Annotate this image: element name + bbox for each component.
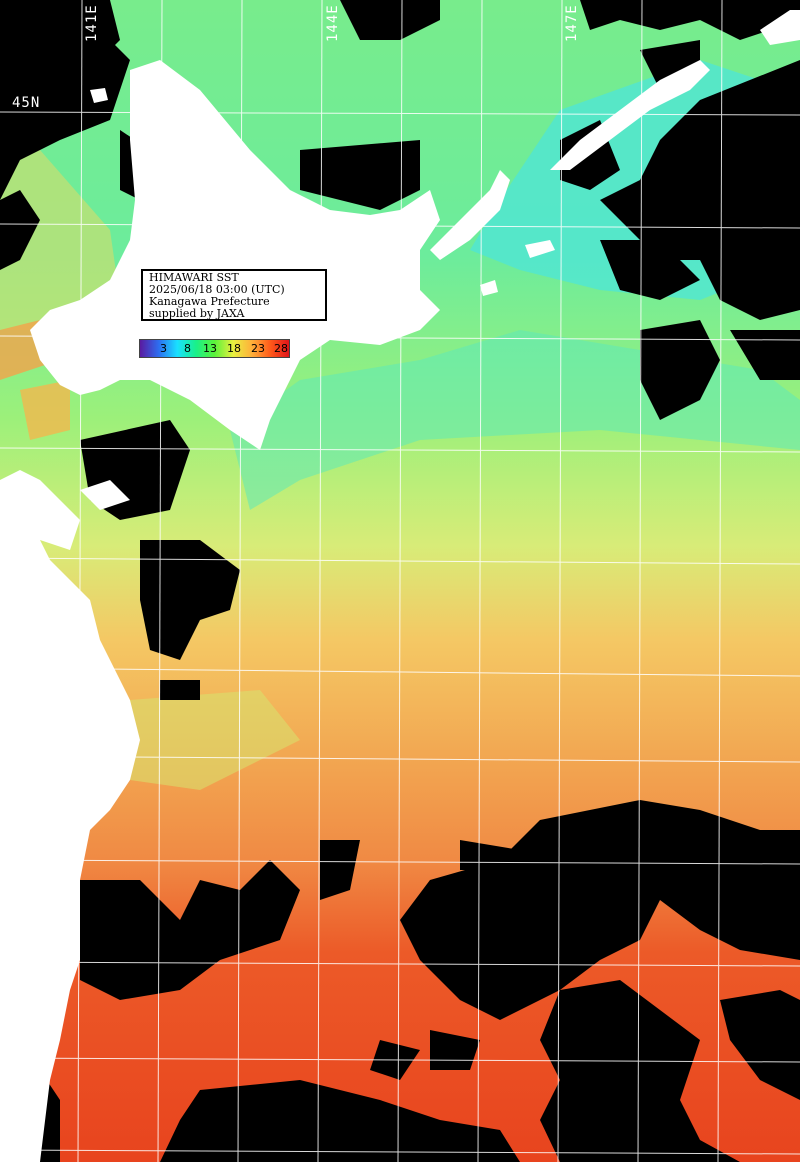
kunashiri bbox=[430, 170, 510, 260]
title-line-prefecture: Kanagawa Prefecture bbox=[149, 295, 270, 308]
hokkaido bbox=[30, 60, 440, 450]
etorofu bbox=[550, 60, 710, 170]
warm-water-patch bbox=[0, 150, 120, 330]
legend-tick: 13 bbox=[203, 342, 217, 355]
longitude-label-144e: 144E bbox=[325, 4, 341, 42]
longitude-label-147e: 147E bbox=[564, 4, 580, 42]
habomai bbox=[480, 280, 498, 296]
title-box: HIMAWARI SST 2025/06/18 03:00 (UTC) Kana… bbox=[141, 269, 327, 321]
land-mass bbox=[0, 10, 800, 1162]
urup bbox=[760, 10, 800, 45]
legend-tick: 8 bbox=[184, 342, 191, 355]
honshu bbox=[0, 470, 140, 1162]
legend-color-bar bbox=[140, 340, 289, 357]
temperature-legend: 3 8 13 18 23 28 bbox=[139, 339, 290, 358]
shimokita bbox=[80, 480, 130, 510]
warm-water-patch bbox=[20, 380, 70, 440]
title-line-product: HIMAWARI SST bbox=[149, 271, 239, 284]
title-line-supplier: supplied by JAXA bbox=[149, 307, 245, 320]
longitude-label-141e: 141E bbox=[84, 4, 100, 42]
legend-tick: 23 bbox=[251, 342, 265, 355]
warm-water-patch bbox=[130, 690, 300, 790]
shikotan bbox=[525, 240, 555, 258]
title-line-datetime: 2025/06/18 03:00 (UTC) bbox=[149, 283, 285, 296]
legend-tick: 3 bbox=[160, 342, 167, 355]
legend-tick: 28 bbox=[274, 342, 288, 355]
rishiri bbox=[90, 88, 108, 103]
legend-tick: 18 bbox=[227, 342, 241, 355]
latitude-label-45n: 45N bbox=[12, 95, 41, 111]
